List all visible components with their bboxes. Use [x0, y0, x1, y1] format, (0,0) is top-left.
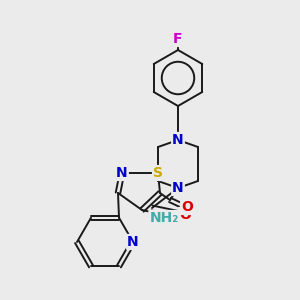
Text: N: N [127, 235, 139, 249]
Text: S: S [153, 166, 163, 180]
Text: N: N [116, 166, 128, 180]
Text: F: F [173, 32, 183, 46]
Text: N: N [172, 181, 184, 195]
Text: O: O [179, 208, 191, 222]
Text: NH₂: NH₂ [149, 211, 178, 225]
Text: O: O [181, 200, 193, 214]
Text: N: N [172, 133, 184, 147]
